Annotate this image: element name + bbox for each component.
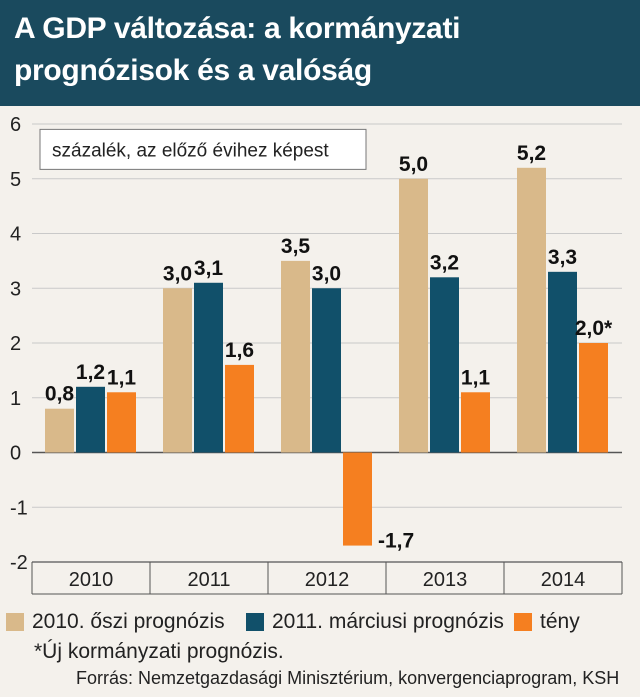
- legend-label-2011-forecast: 2011. márciusi prognózis: [272, 610, 504, 633]
- data-label: 3,3: [548, 246, 577, 269]
- bar: [579, 343, 608, 453]
- y-tick-label: 2: [10, 333, 21, 355]
- y-tick-label: 3: [10, 278, 21, 300]
- data-label: 3,1: [194, 257, 224, 280]
- bar: [517, 167, 546, 453]
- bar: [461, 392, 490, 453]
- chart-legend: 2010. őszi prognózis 2011. márciusi prog…: [0, 606, 640, 636]
- unit-label: százalék, az előző évihez képest: [52, 140, 329, 161]
- legend-swatch-2010-forecast: [6, 613, 24, 631]
- bar: [45, 408, 74, 453]
- legend-swatch-2011-forecast: [246, 613, 264, 631]
- bar: [107, 392, 136, 453]
- y-tick-label: 5: [10, 169, 21, 191]
- y-tick-label: 4: [10, 224, 21, 246]
- chart-title-line-1: A GDP változása: a kormányzati: [14, 12, 461, 45]
- data-label: 3,5: [281, 235, 311, 258]
- title-bar: A GDP változása: a kormányzati prognózis…: [0, 0, 640, 106]
- x-tick-label: 2010: [69, 569, 114, 591]
- data-label: 5,0: [399, 153, 428, 176]
- legend-swatch-actual: [514, 613, 532, 631]
- data-label: 1,1: [461, 366, 491, 389]
- footnote: *Új kormányzati prognózis.: [34, 640, 284, 663]
- data-label: 1,6: [225, 339, 254, 362]
- source-note: Forrás: Nemzetgazdasági Minisztérium, ko…: [76, 668, 620, 688]
- data-label: 3,0: [312, 262, 341, 285]
- data-label: 1,2: [76, 361, 105, 384]
- bar: [76, 386, 105, 453]
- bar: [225, 364, 254, 453]
- bar: [194, 282, 223, 453]
- y-tick-label: -1: [10, 497, 28, 519]
- bar: [399, 178, 428, 453]
- data-label: -1,7: [378, 530, 414, 553]
- data-label: 0,8: [45, 383, 75, 406]
- bar: [312, 288, 341, 453]
- legend-item-2011-forecast: 2011. márciusi prognózis: [246, 610, 504, 634]
- data-label: 3,0: [163, 262, 192, 285]
- chart-title-line-2: prognózisok és a valóság: [14, 54, 372, 87]
- data-label: 1,1: [107, 366, 137, 389]
- bar: [281, 260, 310, 453]
- bar: [548, 271, 577, 453]
- data-label: 3,2: [430, 251, 459, 274]
- y-tick-label: -2: [10, 552, 28, 574]
- x-tick-label: 2013: [423, 569, 468, 591]
- bar: [430, 277, 459, 453]
- x-tick-label: 2011: [187, 569, 230, 591]
- x-tick-label: 2012: [305, 569, 350, 591]
- data-label: 5,2: [517, 142, 546, 165]
- x-tick-label: 2014: [541, 569, 586, 591]
- y-tick-label: 6: [10, 114, 21, 136]
- y-tick-label: 0: [10, 443, 21, 465]
- legend-label-2010-forecast: 2010. őszi prognózis: [32, 610, 225, 633]
- unit-label-box: [39, 128, 367, 170]
- y-tick-label: 1: [10, 388, 21, 410]
- bar: [343, 452, 372, 546]
- data-label: 2,0*: [575, 317, 613, 340]
- legend-item-actual: tény: [514, 610, 580, 634]
- legend-label-actual: tény: [540, 610, 580, 633]
- bar: [163, 288, 192, 453]
- legend-item-2010-forecast: 2010. őszi prognózis: [6, 610, 225, 634]
